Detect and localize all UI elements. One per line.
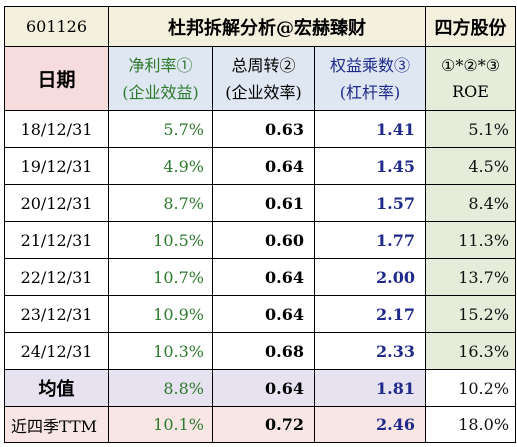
row-leverage: 1.57 xyxy=(313,184,427,222)
turnover-header: 总周转② (企业效率) xyxy=(212,46,315,111)
table-row: 23/12/31 10.9% 0.64 2.17 15.2% xyxy=(4,295,517,333)
row-turnover: 0.63 xyxy=(212,110,315,148)
row-turnover: 0.64 xyxy=(212,295,315,333)
ttm-roe: 18.0% xyxy=(425,406,517,443)
row-net-margin: 10.3% xyxy=(108,332,213,370)
row-turnover: 0.64 xyxy=(212,147,315,185)
row-turnover: 0.60 xyxy=(212,221,315,259)
row-roe: 16.3% xyxy=(425,332,517,370)
row-roe: 5.1% xyxy=(425,110,517,148)
ttm-label: 近四季TTM xyxy=(4,406,109,443)
net-margin-header-line2: (企业效益) xyxy=(122,82,199,102)
row-date: 23/12/31 xyxy=(4,295,109,333)
ttm-turnover: 0.72 xyxy=(212,406,315,443)
dupont-table: 601126 杜邦拆解分析@宏赫臻财 四方股份 日期 净利率① (企业效益) 总… xyxy=(4,6,517,443)
row-date: 20/12/31 xyxy=(4,184,109,222)
turnover-header-line2: (企业效率) xyxy=(225,82,302,102)
row-date: 18/12/31 xyxy=(4,110,109,148)
row-leverage: 2.33 xyxy=(313,332,427,370)
row-turnover: 0.68 xyxy=(212,332,315,370)
row-net-margin: 10.5% xyxy=(108,221,213,259)
row-roe: 15.2% xyxy=(425,295,517,333)
table-row: 18/12/31 5.7% 0.63 1.41 5.1% xyxy=(4,110,517,148)
net-margin-header: 净利率① (企业效益) xyxy=(108,46,213,111)
roe-header-line2: ROE xyxy=(452,81,489,101)
row-turnover: 0.61 xyxy=(212,184,315,222)
row-leverage: 1.45 xyxy=(313,147,427,185)
table-row: 21/12/31 10.5% 0.60 1.77 11.3% xyxy=(4,221,517,259)
ttm-row: 近四季TTM 10.1% 0.72 2.46 18.0% xyxy=(4,406,517,443)
ttm-net-margin: 10.1% xyxy=(108,406,213,443)
title-row: 601126 杜邦拆解分析@宏赫臻财 四方股份 xyxy=(4,6,517,47)
turnover-header-line1: 总周转② xyxy=(231,55,296,75)
row-date: 22/12/31 xyxy=(4,258,109,296)
row-turnover: 0.64 xyxy=(212,258,315,296)
row-roe: 8.4% xyxy=(425,184,517,222)
leverage-header-line2: (杠杆率) xyxy=(339,82,401,102)
average-roe: 10.2% xyxy=(425,369,517,407)
row-roe: 13.7% xyxy=(425,258,517,296)
row-net-margin: 10.9% xyxy=(108,295,213,333)
average-label: 均值 xyxy=(4,369,109,407)
roe-header-line1: ①*②*③ xyxy=(441,55,501,75)
table-row: 19/12/31 4.9% 0.64 1.45 4.5% xyxy=(4,147,517,185)
row-date: 19/12/31 xyxy=(4,147,109,185)
row-leverage: 1.77 xyxy=(313,221,427,259)
row-roe: 11.3% xyxy=(425,221,517,259)
row-roe: 4.5% xyxy=(425,147,517,185)
row-leverage: 2.00 xyxy=(313,258,427,296)
net-margin-header-line1: 净利率① xyxy=(128,55,193,75)
row-net-margin: 5.7% xyxy=(108,110,213,148)
ttm-leverage: 2.46 xyxy=(313,406,427,443)
row-leverage: 2.17 xyxy=(313,295,427,333)
company-name: 四方股份 xyxy=(425,6,517,47)
table-title: 杜邦拆解分析@宏赫臻财 xyxy=(107,6,427,47)
date-header: 日期 xyxy=(4,46,109,111)
table-row: 20/12/31 8.7% 0.61 1.57 8.4% xyxy=(4,184,517,222)
row-net-margin: 10.7% xyxy=(108,258,213,296)
row-date: 24/12/31 xyxy=(4,332,109,370)
row-date: 21/12/31 xyxy=(4,221,109,259)
row-leverage: 1.41 xyxy=(313,110,427,148)
leverage-header: 权益乘数③ (杠杆率) xyxy=(313,46,427,111)
table-row: 22/12/31 10.7% 0.64 2.00 13.7% xyxy=(4,258,517,296)
row-net-margin: 8.7% xyxy=(108,184,213,222)
column-header-row: 日期 净利率① (企业效益) 总周转② (企业效率) 权益乘数③ (杠杆率) ①… xyxy=(4,46,517,111)
average-turnover: 0.64 xyxy=(212,369,315,407)
row-net-margin: 4.9% xyxy=(108,147,213,185)
table-row: 24/12/31 10.3% 0.68 2.33 16.3% xyxy=(4,332,517,370)
stock-code: 601126 xyxy=(4,6,109,47)
average-row: 均值 8.8% 0.64 1.81 10.2% xyxy=(4,369,517,407)
average-leverage: 1.81 xyxy=(313,369,427,407)
leverage-header-line1: 权益乘数③ xyxy=(330,55,411,75)
average-net-margin: 8.8% xyxy=(108,369,213,407)
roe-header: ①*②*③ ROE xyxy=(425,46,517,111)
